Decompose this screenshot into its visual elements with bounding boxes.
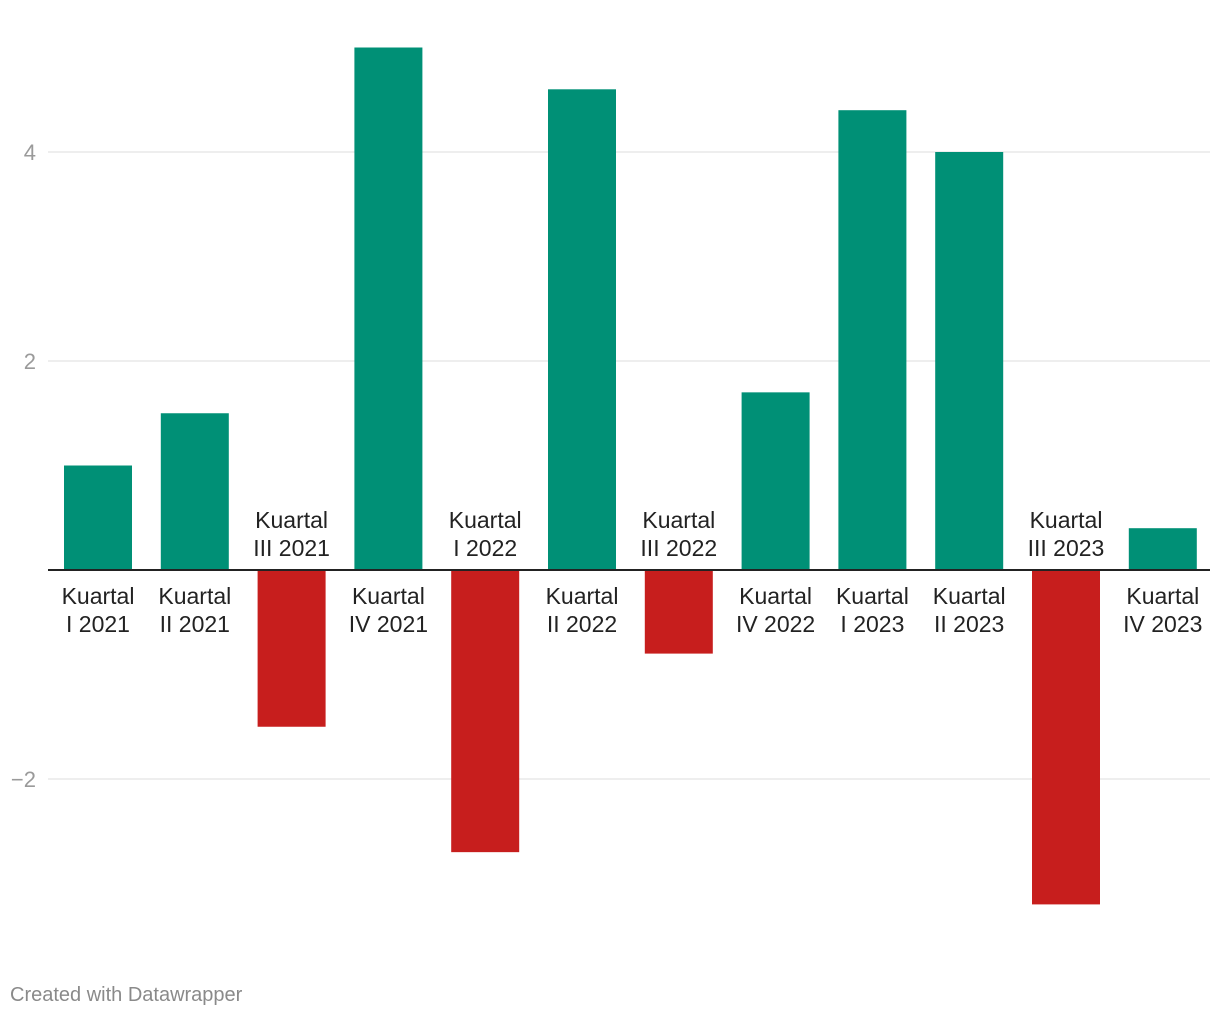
category-label: I 2022 xyxy=(453,535,517,561)
category-label: Kuartal xyxy=(546,583,619,609)
category-label: Kuartal xyxy=(449,507,522,533)
bar xyxy=(935,152,1004,570)
category-label: III 2022 xyxy=(640,535,717,561)
bar xyxy=(451,570,520,853)
bar xyxy=(1032,570,1100,905)
category-label: Kuartal xyxy=(933,583,1006,609)
category-label: II 2022 xyxy=(547,611,617,637)
bar xyxy=(257,570,326,727)
category-label: III 2023 xyxy=(1028,535,1105,561)
category-label: IV 2022 xyxy=(736,611,815,637)
grid-lines: −2 2 4 xyxy=(11,140,1210,792)
y-tick-label: −2 xyxy=(11,767,36,792)
bar xyxy=(1128,528,1197,570)
category-label: II 2023 xyxy=(934,611,1004,637)
credit-text: Created with Datawrapper xyxy=(10,984,243,1006)
category-label: I 2021 xyxy=(66,611,130,637)
y-tick-label: 2 xyxy=(24,349,36,374)
category-label: Kuartal xyxy=(836,583,909,609)
category-label: Kuartal xyxy=(1030,507,1103,533)
y-tick-label: 4 xyxy=(24,140,36,165)
category-label: Kuartal xyxy=(158,583,231,609)
bar xyxy=(354,47,423,570)
bar xyxy=(548,89,616,571)
bar xyxy=(160,413,229,570)
bar xyxy=(838,110,907,570)
category-label: IV 2023 xyxy=(1123,611,1202,637)
category-label: Kuartal xyxy=(255,507,328,533)
bar xyxy=(644,570,713,654)
bars xyxy=(64,47,1197,905)
category-label: Kuartal xyxy=(1126,583,1199,609)
category-label: Kuartal xyxy=(352,583,425,609)
category-label: Kuartal xyxy=(739,583,812,609)
category-label: IV 2021 xyxy=(349,611,428,637)
bar xyxy=(741,392,810,570)
category-label: III 2021 xyxy=(253,535,330,561)
category-label: I 2023 xyxy=(840,611,904,637)
category-label: Kuartal xyxy=(642,507,715,533)
category-label: II 2021 xyxy=(160,611,230,637)
bar xyxy=(64,465,132,570)
category-label: Kuartal xyxy=(62,583,135,609)
